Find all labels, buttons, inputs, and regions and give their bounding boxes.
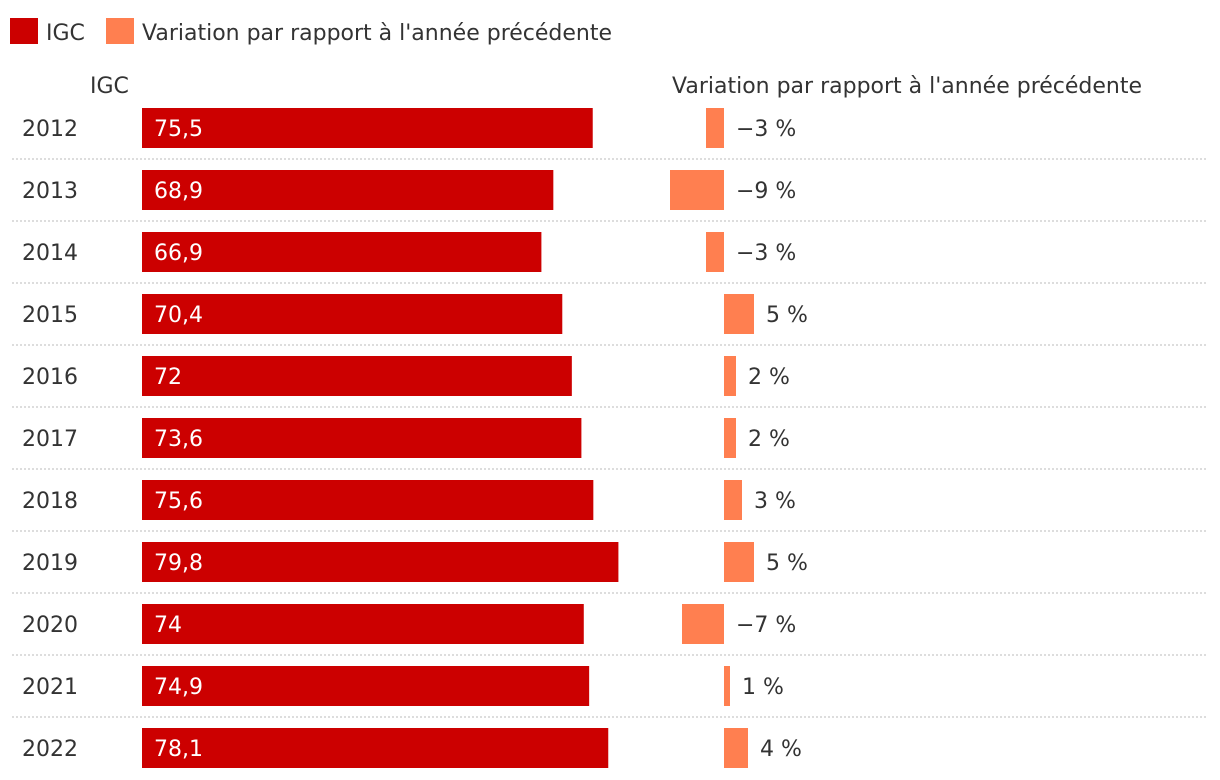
chart-row: 2022 78,1 4 %: [22, 728, 802, 768]
igc-bar: [142, 604, 584, 644]
igc-bar: [142, 480, 594, 520]
year-label: 2018: [22, 489, 78, 514]
igc-bar: [142, 294, 563, 334]
igc-bar: [142, 542, 619, 582]
variation-value-label: −3 %: [736, 117, 796, 142]
igc-column-header: IGC: [90, 74, 129, 99]
igc-bar: [142, 356, 572, 396]
igc-value-label: 74,9: [154, 675, 203, 700]
igc-bar: [142, 728, 609, 768]
year-label: 2015: [22, 303, 78, 328]
variation-bar: [724, 542, 754, 582]
igc-value-label: 75,5: [154, 117, 203, 142]
legend-swatch-igc: [10, 18, 38, 44]
igc-bar: [142, 666, 590, 706]
chart-row: 2021 74,9 1 %: [12, 666, 1208, 718]
variation-value-label: 3 %: [754, 489, 796, 514]
variation-bar: [724, 666, 730, 706]
chart-row: 2012 75,5 −3 %: [12, 108, 1208, 160]
variation-value-label: 5 %: [766, 551, 808, 576]
igc-bar: [142, 170, 554, 210]
variation-value-label: 2 %: [748, 365, 790, 390]
igc-value-label: 79,8: [154, 551, 203, 576]
year-label: 2021: [22, 675, 78, 700]
year-label: 2012: [22, 117, 78, 142]
year-label: 2019: [22, 551, 78, 576]
variation-bar: [724, 728, 748, 768]
year-label: 2016: [22, 365, 78, 390]
variation-value-label: 1 %: [742, 675, 784, 700]
igc-bar: [142, 108, 593, 148]
igc-value-label: 70,4: [154, 303, 203, 328]
variation-bar: [682, 604, 724, 644]
igc-value-label: 78,1: [154, 737, 203, 762]
chart-row: 2013 68,9 −9 %: [12, 170, 1208, 222]
variation-value-label: 5 %: [766, 303, 808, 328]
variation-bar: [706, 232, 724, 272]
year-label: 2013: [22, 179, 78, 204]
legend: IGC Variation par rapport à l'année préc…: [10, 18, 612, 46]
igc-value-label: 74: [154, 613, 182, 638]
legend-label-igc: IGC: [46, 21, 85, 46]
igc-value-label: 72: [154, 365, 182, 390]
igc-value-label: 75,6: [154, 489, 203, 514]
variation-column-header: Variation par rapport à l'année précéden…: [672, 74, 1142, 99]
variation-value-label: 4 %: [760, 737, 802, 762]
variation-value-label: −7 %: [736, 613, 796, 638]
chart-row: 2017 73,6 2 %: [12, 418, 1208, 470]
year-label: 2014: [22, 241, 78, 266]
chart-row: 2015 70,4 5 %: [12, 294, 1208, 346]
variation-value-label: −9 %: [736, 179, 796, 204]
year-label: 2022: [22, 737, 78, 762]
variation-bar: [724, 294, 754, 334]
chart-row: 2018 75,6 3 %: [12, 480, 1208, 532]
chart-row: 2019 79,8 5 %: [12, 542, 1208, 594]
legend-label-variation: Variation par rapport à l'année précéden…: [142, 21, 612, 46]
variation-bar: [724, 356, 736, 396]
igc-value-label: 66,9: [154, 241, 203, 266]
variation-value-label: 2 %: [748, 427, 790, 452]
year-label: 2020: [22, 613, 78, 638]
variation-bar: [724, 418, 736, 458]
igc-bar: [142, 418, 582, 458]
chart-row: 2020 74 −7 %: [12, 604, 1208, 656]
igc-value-label: 73,6: [154, 427, 203, 452]
chart-rows: 2012 75,5 −3 % 2013 68,9 −9 % 2014 66,9 −3 % 2015…: [12, 108, 1208, 768]
chart-row: 2016 72 2 %: [12, 356, 1208, 408]
variation-bar: [670, 170, 724, 210]
variation-bar: [706, 108, 724, 148]
igc-value-label: 68,9: [154, 179, 203, 204]
igc-bar: [142, 232, 542, 272]
variation-value-label: −3 %: [736, 241, 796, 266]
legend-swatch-variation: [106, 18, 134, 44]
chart-row: 2014 66,9 −3 %: [12, 232, 1208, 284]
variation-bar: [724, 480, 742, 520]
year-label: 2017: [22, 427, 78, 452]
